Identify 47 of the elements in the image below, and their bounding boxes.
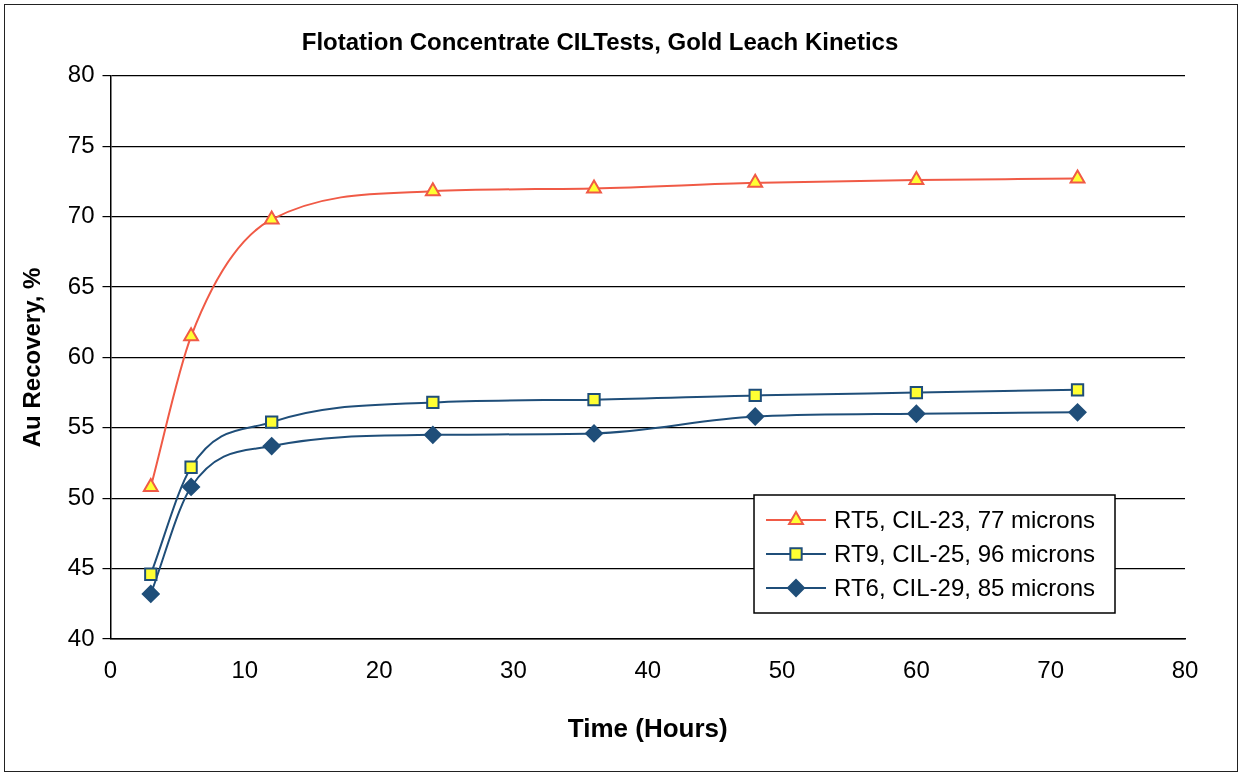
x-tick-label: 60 xyxy=(903,656,930,684)
y-axis-title: Au Recovery, % xyxy=(18,267,46,448)
point xyxy=(424,182,441,197)
x-tick-label: 10 xyxy=(231,656,259,684)
point xyxy=(908,170,925,185)
x-tick-label: 20 xyxy=(365,656,393,684)
x-tick-label: 70 xyxy=(1037,656,1065,684)
point xyxy=(907,404,926,423)
point xyxy=(426,395,440,410)
point xyxy=(144,567,158,581)
x-tick-label: 0 xyxy=(103,656,118,684)
point xyxy=(265,415,279,429)
legend-label: RT5, CIL-23, 77 microns xyxy=(834,505,1096,533)
point xyxy=(1068,403,1087,422)
x-tick-label: 80 xyxy=(1171,656,1199,684)
point xyxy=(141,584,160,603)
x-tick-label: 30 xyxy=(500,656,527,684)
x-axis-title: Time (Hours) xyxy=(567,712,728,743)
chart-title: Flotation Concentrate CILTests, Gold Leach Kinetics xyxy=(301,28,899,56)
point xyxy=(747,173,764,188)
point xyxy=(262,437,281,456)
point xyxy=(585,424,604,443)
y-tick-label: 60 xyxy=(67,342,95,370)
x-tick-label: 40 xyxy=(634,656,662,684)
point xyxy=(1069,169,1086,184)
point xyxy=(184,460,198,474)
x-tick-label: 50 xyxy=(768,656,796,684)
y-tick-label: 80 xyxy=(67,60,95,88)
point xyxy=(263,210,280,225)
point xyxy=(423,425,442,444)
y-tick-label: 55 xyxy=(67,412,95,440)
y-tick-label: 75 xyxy=(67,130,95,158)
y-tick-label: 65 xyxy=(67,271,95,299)
y-tick-label: 45 xyxy=(67,553,95,581)
point xyxy=(182,477,201,496)
point xyxy=(183,327,200,342)
point xyxy=(746,407,765,426)
point xyxy=(748,388,762,403)
y-tick-label: 50 xyxy=(67,482,95,510)
y-tick-label: 70 xyxy=(67,201,95,229)
point xyxy=(1070,383,1085,397)
legend-label: RT9, CIL-25, 96 microns xyxy=(834,539,1096,567)
point xyxy=(587,392,601,407)
point xyxy=(586,179,602,194)
point xyxy=(909,385,924,400)
y-tick-label: 40 xyxy=(67,623,95,651)
legend-label: RT6, CIL-29, 85 microns xyxy=(834,573,1096,601)
